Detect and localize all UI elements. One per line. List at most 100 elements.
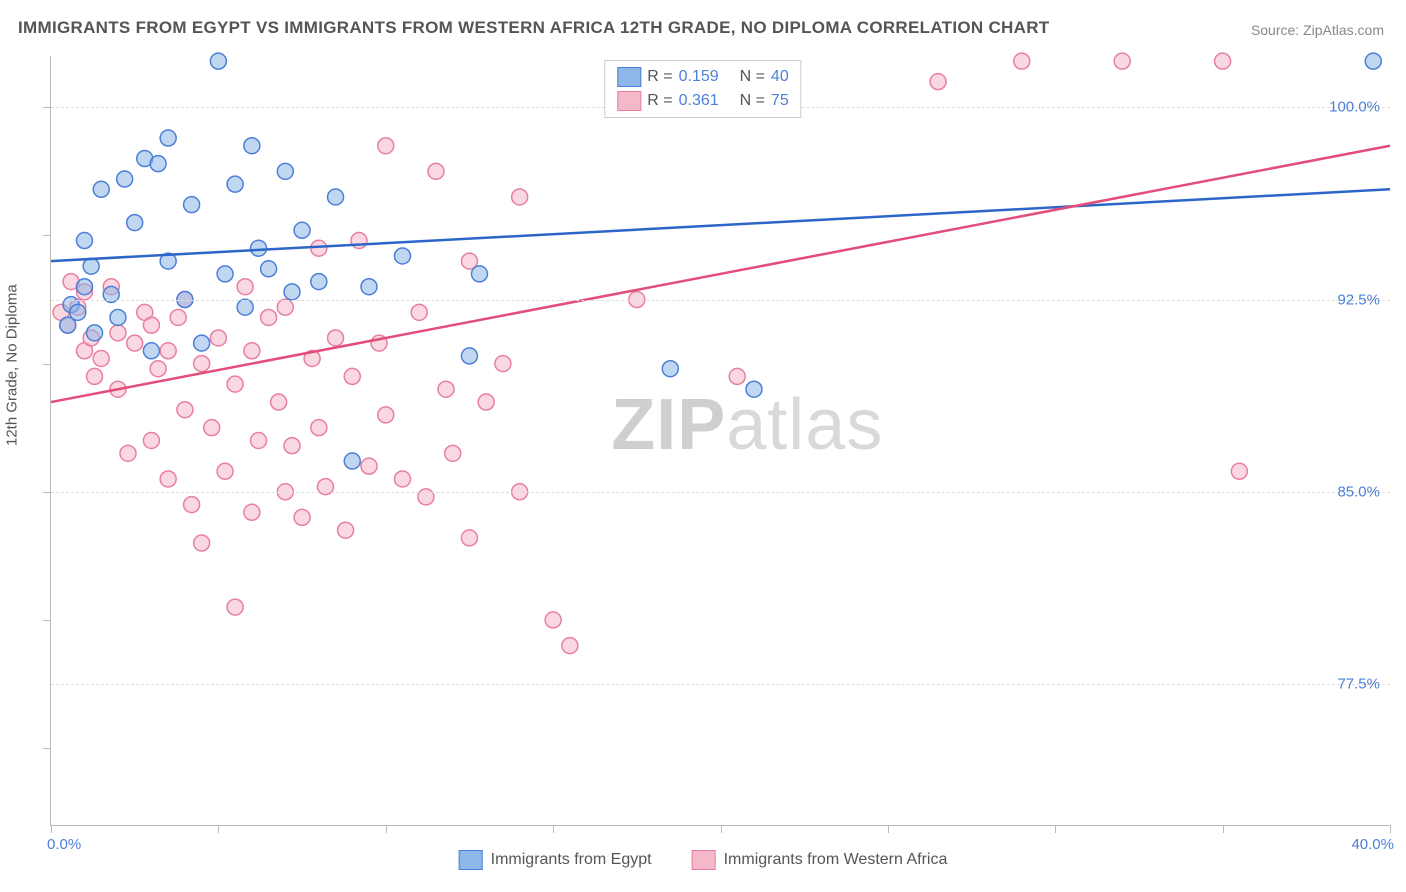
n-label: N =	[740, 68, 765, 86]
data-point	[70, 304, 86, 320]
y-tick	[43, 748, 51, 749]
data-point	[1365, 53, 1381, 69]
x-tick	[721, 825, 722, 833]
y-tick-label: 77.5%	[1337, 676, 1380, 693]
data-point	[411, 304, 427, 320]
y-tick-label: 85.0%	[1337, 483, 1380, 500]
data-point	[512, 189, 528, 205]
x-tick	[1055, 825, 1056, 833]
data-point	[150, 361, 166, 377]
y-tick	[43, 364, 51, 365]
data-point	[562, 638, 578, 654]
data-point	[1215, 53, 1231, 69]
trend-line	[51, 189, 1390, 261]
series-legend: Immigrants from Egypt Immigrants from We…	[459, 850, 948, 870]
data-point	[160, 343, 176, 359]
r-label: R =	[647, 68, 672, 86]
stats-legend: R = 0.159 N = 40 R = 0.361 N = 75	[604, 60, 801, 118]
data-point	[143, 343, 159, 359]
x-tick	[1223, 825, 1224, 833]
data-point	[729, 368, 745, 384]
data-point	[328, 330, 344, 346]
data-point	[87, 325, 103, 341]
data-point	[143, 433, 159, 449]
data-point	[76, 233, 92, 249]
stats-row-wafrica: R = 0.361 N = 75	[617, 89, 788, 113]
data-point	[237, 279, 253, 295]
x-axis-max-label: 40.0%	[1351, 836, 1394, 853]
swatch-wafrica-bottom	[692, 850, 716, 870]
legend-item-egypt: Immigrants from Egypt	[459, 850, 652, 870]
data-point	[378, 407, 394, 423]
x-tick	[1390, 825, 1391, 833]
data-point	[244, 138, 260, 154]
data-point	[217, 463, 233, 479]
data-point	[394, 248, 410, 264]
data-point	[93, 181, 109, 197]
data-point	[160, 130, 176, 146]
n-label: N =	[740, 92, 765, 110]
x-tick	[386, 825, 387, 833]
data-point	[428, 163, 444, 179]
data-point	[127, 335, 143, 351]
x-tick	[553, 825, 554, 833]
data-point	[251, 433, 267, 449]
data-point	[251, 240, 267, 256]
data-point	[495, 356, 511, 372]
y-tick	[43, 107, 51, 108]
r-value-egypt: 0.159	[679, 68, 719, 86]
legend-label-wafrica: Immigrants from Western Africa	[724, 851, 948, 869]
legend-label-egypt: Immigrants from Egypt	[491, 851, 652, 869]
data-point	[194, 335, 210, 351]
data-point	[461, 348, 477, 364]
data-point	[311, 274, 327, 290]
data-point	[338, 522, 354, 538]
y-tick-label: 100.0%	[1329, 99, 1380, 116]
swatch-wafrica	[617, 91, 641, 111]
data-point	[344, 453, 360, 469]
chart-svg	[51, 56, 1390, 825]
data-point	[184, 497, 200, 513]
n-value-wafrica: 75	[771, 92, 789, 110]
data-point	[328, 189, 344, 205]
data-point	[204, 420, 220, 436]
data-point	[194, 356, 210, 372]
data-point	[1231, 463, 1247, 479]
y-tick	[43, 620, 51, 621]
y-tick	[43, 492, 51, 493]
data-point	[284, 284, 300, 300]
data-point	[277, 299, 293, 315]
data-point	[438, 381, 454, 397]
chart-title: IMMIGRANTS FROM EGYPT VS IMMIGRANTS FROM…	[18, 18, 1049, 38]
data-point	[210, 53, 226, 69]
data-point	[361, 279, 377, 295]
data-point	[284, 438, 300, 454]
data-point	[445, 445, 461, 461]
data-point	[378, 138, 394, 154]
data-point	[361, 458, 377, 474]
data-point	[461, 530, 477, 546]
legend-item-wafrica: Immigrants from Western Africa	[692, 850, 948, 870]
swatch-egypt-bottom	[459, 850, 483, 870]
data-point	[746, 381, 762, 397]
y-tick-label: 92.5%	[1337, 291, 1380, 308]
data-point	[210, 330, 226, 346]
data-point	[1114, 53, 1130, 69]
stats-row-egypt: R = 0.159 N = 40	[617, 65, 788, 89]
data-point	[227, 176, 243, 192]
data-point	[217, 266, 233, 282]
data-point	[261, 309, 277, 325]
data-point	[294, 509, 310, 525]
source-attribution: Source: ZipAtlas.com	[1251, 22, 1384, 38]
data-point	[244, 343, 260, 359]
data-point	[1014, 53, 1030, 69]
data-point	[87, 368, 103, 384]
data-point	[117, 171, 133, 187]
data-point	[184, 197, 200, 213]
data-point	[93, 350, 109, 366]
data-point	[170, 309, 186, 325]
data-point	[271, 394, 287, 410]
x-axis-min-label: 0.0%	[47, 836, 81, 853]
data-point	[344, 368, 360, 384]
r-value-wafrica: 0.361	[679, 92, 719, 110]
